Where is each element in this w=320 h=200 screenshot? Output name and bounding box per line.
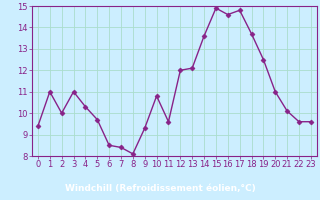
Text: Windchill (Refroidissement éolien,°C): Windchill (Refroidissement éolien,°C) xyxy=(65,184,255,194)
